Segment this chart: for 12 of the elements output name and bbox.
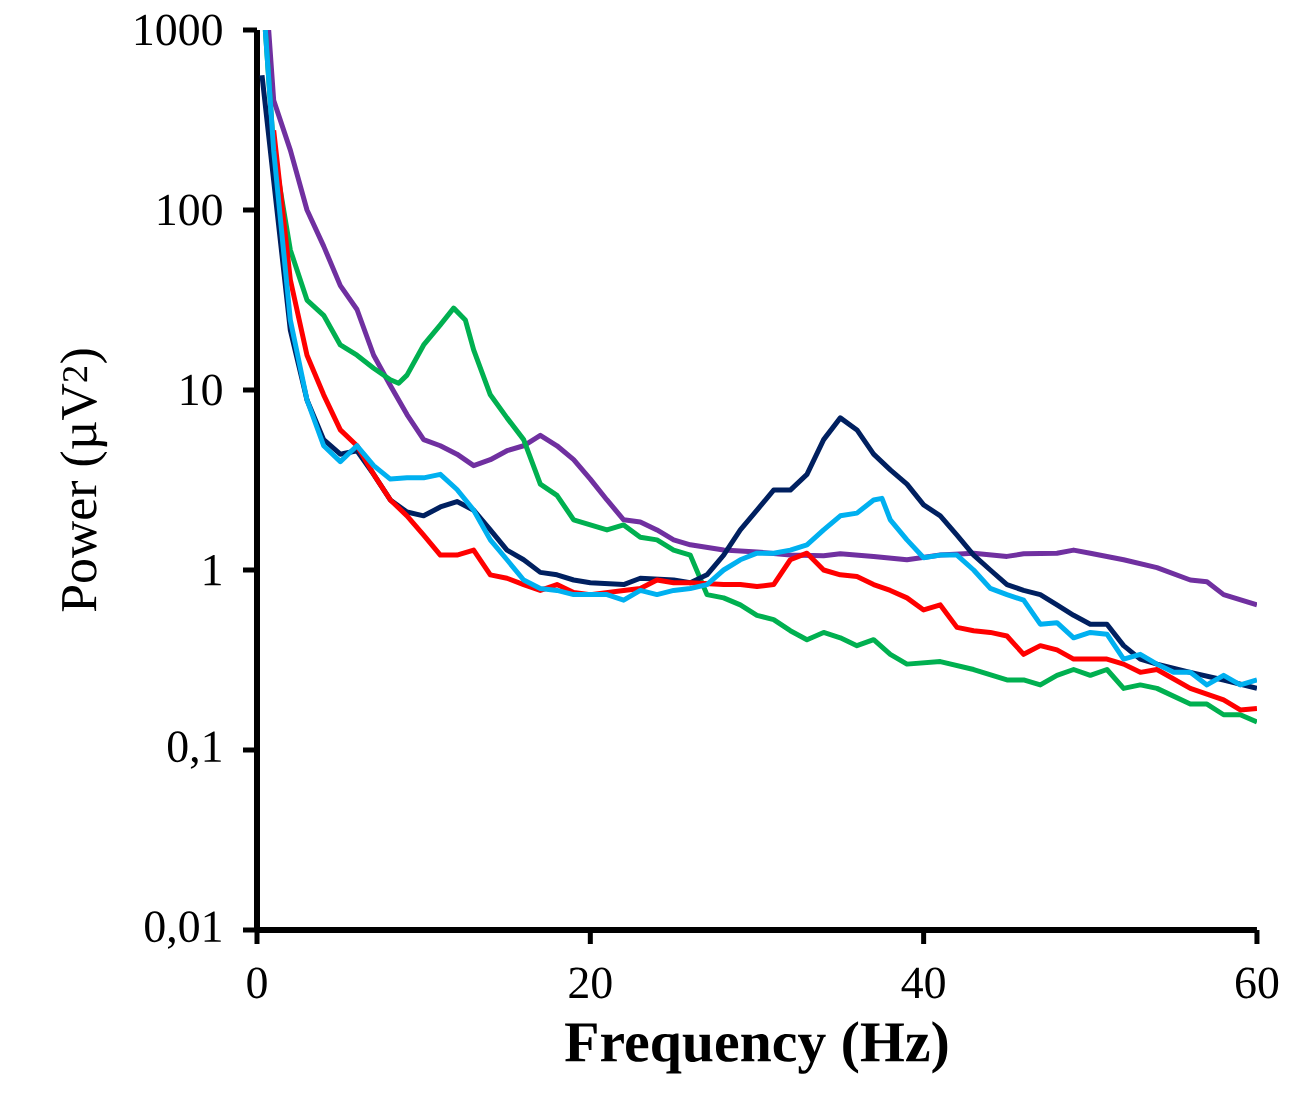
y-tick-label: 0,01 bbox=[145, 911, 221, 949]
x-axis-title: Frequency (Hz) bbox=[565, 1021, 948, 1074]
y-tick-label: 1000 bbox=[135, 14, 222, 46]
x-tick-label: 0 bbox=[247, 967, 267, 999]
y-tick-label: 0,1 bbox=[167, 731, 221, 769]
x-tick-label: 60 bbox=[1236, 967, 1279, 999]
x-tick-label: 40 bbox=[901, 967, 945, 999]
x-tick-label: 20 bbox=[569, 967, 612, 999]
y-tick-label: 100 bbox=[158, 194, 222, 226]
y-tick-label: 1 bbox=[204, 554, 221, 586]
y-axis-title: Power (µV$^{2}$) bbox=[60, 349, 108, 612]
y-tick-label: 10 bbox=[181, 374, 222, 406]
